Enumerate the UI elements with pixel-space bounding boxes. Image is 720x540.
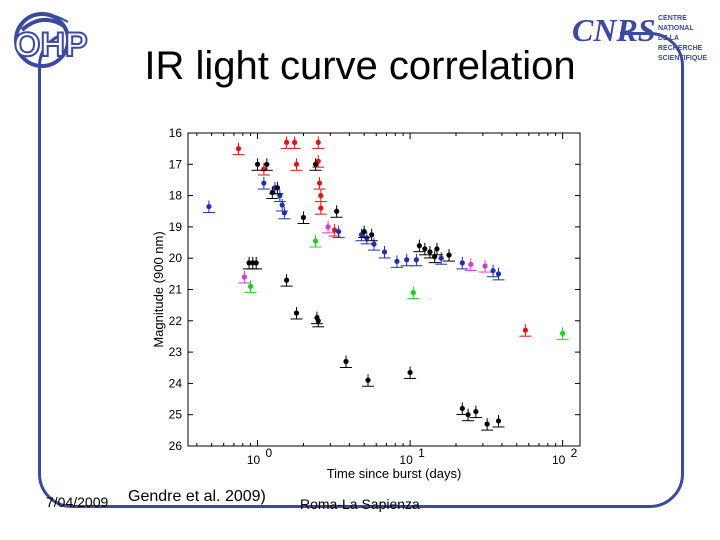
data-point-red [283, 139, 290, 145]
y-tick-label: 18 [169, 189, 183, 203]
data-point-black [253, 260, 259, 266]
x-tick-exponent: 0 [266, 446, 273, 460]
data-point-black [407, 369, 413, 376]
frame-gap [60, 0, 620, 60]
data-point-black [300, 214, 307, 221]
data-point-black [427, 249, 433, 255]
data-point-black [334, 208, 340, 214]
cnrs-logo: CNRS CENTRE NATIONAL DE LA RECHERCHE SCI… [572, 8, 712, 62]
data-point-black [434, 246, 440, 252]
plot-area-frame [187, 132, 581, 447]
data-point-black [473, 408, 479, 415]
slide-title: IR light curve correlation [144, 44, 576, 88]
y-tick-label: 19 [169, 220, 183, 234]
cnrs-line-1: CENTRE NATIONAL [658, 15, 694, 32]
data-point-green [312, 238, 319, 244]
data-point-black [315, 318, 321, 324]
data-point-black [274, 185, 281, 191]
data-point-black [446, 252, 452, 258]
data-point-black [465, 412, 471, 418]
data-point-red [292, 139, 298, 145]
footer-citation: Gendre et al. 2009) [128, 488, 266, 505]
data-point-black [246, 260, 252, 266]
data-point-red [293, 161, 300, 167]
data-point-magenta [468, 261, 474, 268]
data-point-red [315, 139, 321, 145]
y-axis-label: Magnitude (900 nm) [151, 231, 166, 347]
x-tick-label: 10 [552, 453, 566, 467]
y-tick-label: 16 [169, 126, 183, 140]
ohp-logo [8, 6, 98, 76]
footer-date: 7/04/2009 [46, 494, 109, 510]
y-tick-label: 22 [169, 314, 183, 328]
data-point-red [316, 180, 323, 186]
y-tick-label: 17 [169, 157, 183, 171]
x-tick-exponent: 2 [571, 446, 578, 460]
data-point-black [283, 277, 290, 283]
data-point-black [293, 310, 300, 316]
data-point-green [247, 283, 254, 289]
y-tick-label: 23 [169, 345, 183, 359]
data-point-magenta [241, 274, 247, 280]
data-point-black [459, 405, 465, 412]
x-axis-label: Time since burst (days) [327, 466, 462, 481]
cnrs-line-3: SCIENTIFIQUE [658, 55, 708, 62]
y-tick-label: 21 [169, 283, 183, 297]
data-point-black [361, 228, 367, 235]
footer-place: Roma-La Sapienza [300, 496, 420, 512]
data-point-blue [281, 210, 288, 216]
data-point-red [318, 205, 324, 211]
data-point-black [254, 161, 261, 167]
data-point-black [369, 232, 375, 238]
x-tick-label: 10 [247, 453, 261, 467]
data-point-black [416, 243, 422, 249]
data-point-magenta [325, 224, 331, 230]
data-point-blue [277, 193, 283, 199]
data-point-blue [336, 228, 342, 235]
data-point-blue [459, 260, 465, 266]
data-point-green [410, 290, 416, 296]
data-point-blue [495, 271, 502, 277]
data-point-blue [490, 268, 496, 274]
data-point-red [261, 166, 267, 172]
data-point-black [312, 161, 319, 167]
data-point-blue [261, 180, 267, 186]
y-tick-label: 26 [169, 439, 183, 453]
data-point-black [269, 189, 275, 196]
data-point-blue [394, 258, 400, 264]
data-point-blue [438, 255, 444, 261]
data-point-blue [381, 249, 388, 255]
data-point-red [332, 227, 338, 233]
data-point-red [318, 193, 324, 199]
data-point-black [365, 377, 371, 383]
data-point-black [484, 421, 490, 427]
y-tick-label: 25 [169, 408, 183, 422]
data-point-blue [206, 203, 212, 210]
data-point-magenta [482, 263, 488, 269]
data-point-blue [279, 202, 285, 208]
data-point-green [560, 330, 566, 336]
data-point-black [495, 418, 502, 424]
x-tick-label: 10 [399, 453, 413, 467]
data-point-blue [413, 257, 419, 263]
x-tick-exponent: 1 [418, 446, 425, 460]
data-point-black [422, 246, 428, 252]
data-point-blue [371, 241, 377, 247]
data-point-black [343, 358, 349, 365]
data-point-blue [404, 257, 410, 263]
ohp-logo-text: OHP [13, 25, 89, 65]
data-point-red [235, 146, 242, 152]
y-tick-label: 24 [169, 376, 183, 390]
cnrs-logo-brand: CNRS [572, 12, 656, 48]
data-point-black [432, 254, 438, 260]
data-point-black [264, 161, 270, 167]
y-tick-label: 20 [169, 251, 183, 265]
cnrs-logo-caption: CENTRE NATIONAL DE LA RECHERCHE SCIENTIF… [658, 14, 712, 64]
cnrs-line-2: DE LA RECHERCHE [658, 35, 703, 52]
data-point-red [522, 327, 528, 333]
